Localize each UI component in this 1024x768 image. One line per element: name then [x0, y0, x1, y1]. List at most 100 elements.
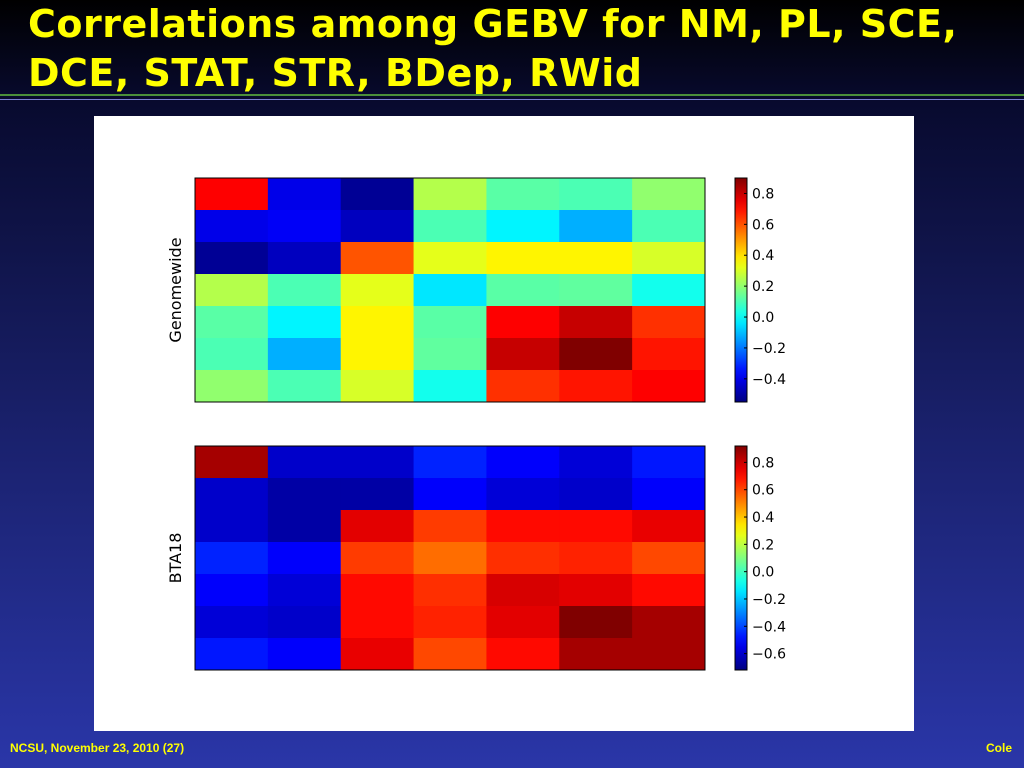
heatmap-ylabel: Genomewide: [166, 237, 185, 342]
heatmap-cell: [559, 510, 633, 543]
heatmap-cell: [632, 542, 706, 575]
heatmap-cell: [195, 210, 269, 243]
heatmap-cell: [195, 446, 269, 479]
colorbar-tick-label: 0.2: [752, 279, 774, 295]
heatmap-cell: [195, 370, 269, 403]
heatmap-cell: [559, 574, 633, 607]
heatmap-cell: [559, 638, 633, 671]
heatmap-cell: [267, 574, 342, 607]
heatmap-cell: [413, 606, 487, 639]
heatmap-cell: [559, 274, 633, 307]
colorbar-tick-label: 0.8: [752, 186, 774, 202]
heatmap-cell: [632, 510, 706, 543]
heatmap-cell: [632, 274, 706, 307]
heatmap-cell: [413, 478, 487, 511]
heatmap-panel-1: Genomewide 0.8 0.6 0.4 0.2 0.0 −0.2 −0.4: [166, 177, 786, 403]
colorbar: [734, 445, 748, 671]
heatmap-cell: [413, 274, 487, 307]
heatmap-cell: [267, 478, 342, 511]
heatmap-cell: [632, 338, 706, 371]
heatmap-cell: [486, 242, 560, 275]
heatmap-cell: [340, 338, 415, 371]
heatmap-cell: [559, 446, 633, 479]
footer-date: NCSU, November 23, 2010 (27): [10, 741, 185, 755]
heatmap-cell: [486, 178, 560, 211]
heatmap-cell: [632, 178, 706, 211]
heatmap-cell: [632, 638, 706, 671]
heatmap-cell: [559, 178, 633, 211]
heatmap-cell: [267, 178, 342, 211]
colorbar-tick-label: 0.6: [752, 217, 774, 233]
heatmap-cell: [486, 606, 560, 639]
heatmap-cell: [413, 306, 487, 339]
heatmap-cell: [559, 338, 633, 371]
heatmap-cell: [632, 306, 706, 339]
colorbar-tick-label: −0.2: [752, 592, 786, 608]
heatmap-cell: [632, 370, 706, 403]
heatmap-cell: [486, 338, 560, 371]
heatmap-cell: [340, 370, 415, 403]
heatmap-cell: [559, 542, 633, 575]
heatmap-cell: [413, 574, 487, 607]
heatmap-cell: [267, 606, 342, 639]
colorbar-tick-label: 0.4: [752, 510, 774, 526]
heatmap-cell: [195, 274, 269, 307]
heatmap-cell: [559, 242, 633, 275]
heatmap-cell: [340, 242, 415, 275]
heatmap-cell: [195, 542, 269, 575]
heatmap-cell: [340, 446, 415, 479]
heatmap-cell: [267, 242, 342, 275]
heatmap-figure: Genomewide 0.8 0.6 0.4 0.2 0.0 −0.2 −0.4 BTA18 0.…: [94, 116, 914, 731]
heatmap-cell: [632, 446, 706, 479]
heatmap-cell: [340, 574, 415, 607]
footer-author: Cole: [985, 741, 1012, 755]
heatmap-cell: [340, 542, 415, 575]
heatmap-figure-svg: Genomewide 0.8 0.6 0.4 0.2 0.0 −0.2 −0.4 BTA18 0.…: [166, 177, 786, 671]
title-divider-secondary: [0, 99, 1024, 100]
heatmap-cell: [486, 510, 560, 543]
heatmap-cell: [632, 478, 706, 511]
heatmap-cell: [195, 606, 269, 639]
colorbar-tick-label: −0.4: [752, 619, 786, 635]
heatmap-cell: [195, 638, 269, 671]
heatmap-cell: [267, 210, 342, 243]
colorbar-tick-label: 0.4: [752, 248, 774, 264]
heatmap-cell: [559, 370, 633, 403]
heatmap-cell: [559, 306, 633, 339]
heatmap-cell: [267, 338, 342, 371]
heatmap-cell: [340, 478, 415, 511]
heatmap-cell: [195, 242, 269, 275]
heatmap-cell: [413, 446, 487, 479]
heatmap-cell: [267, 274, 342, 307]
heatmap-cell: [559, 606, 633, 639]
heatmap-cell: [195, 478, 269, 511]
heatmap-cell: [486, 306, 560, 339]
heatmap-cell: [486, 638, 560, 671]
heatmap-panel-2: BTA18 0.8 0.6 0.4 0.2 0.0 −0.2 −0.4 −0.6: [166, 445, 786, 671]
heatmap-cell: [413, 178, 487, 211]
heatmap-cell: [340, 510, 415, 543]
title-divider: [0, 94, 1024, 96]
heatmap-cell: [340, 178, 415, 211]
heatmap-cell: [267, 446, 342, 479]
colorbar-tick-label: 0.8: [752, 455, 774, 471]
heatmap-cell: [195, 178, 269, 211]
heatmap-cell: [559, 210, 633, 243]
heatmap-cell: [413, 338, 487, 371]
heatmap-cell: [413, 542, 487, 575]
heatmap-cell: [486, 542, 560, 575]
colorbar-tick-label: −0.2: [752, 341, 786, 357]
heatmap-cell: [340, 274, 415, 307]
heatmap-ylabel: BTA18: [166, 533, 185, 584]
heatmap-frame: [194, 445, 706, 671]
slide-title: Correlations among GEBV for NM, PL, SCE,…: [28, 2, 958, 95]
heatmap-cell: [486, 370, 560, 403]
heatmap-cell: [486, 446, 560, 479]
colorbar: [734, 177, 748, 403]
heatmap-cell: [267, 542, 342, 575]
heatmap-cell: [267, 370, 342, 403]
colorbar-tick-label: 0.6: [752, 483, 774, 499]
heatmap-cell: [195, 510, 269, 543]
heatmap-cell: [413, 638, 487, 671]
heatmap-cell: [340, 638, 415, 671]
